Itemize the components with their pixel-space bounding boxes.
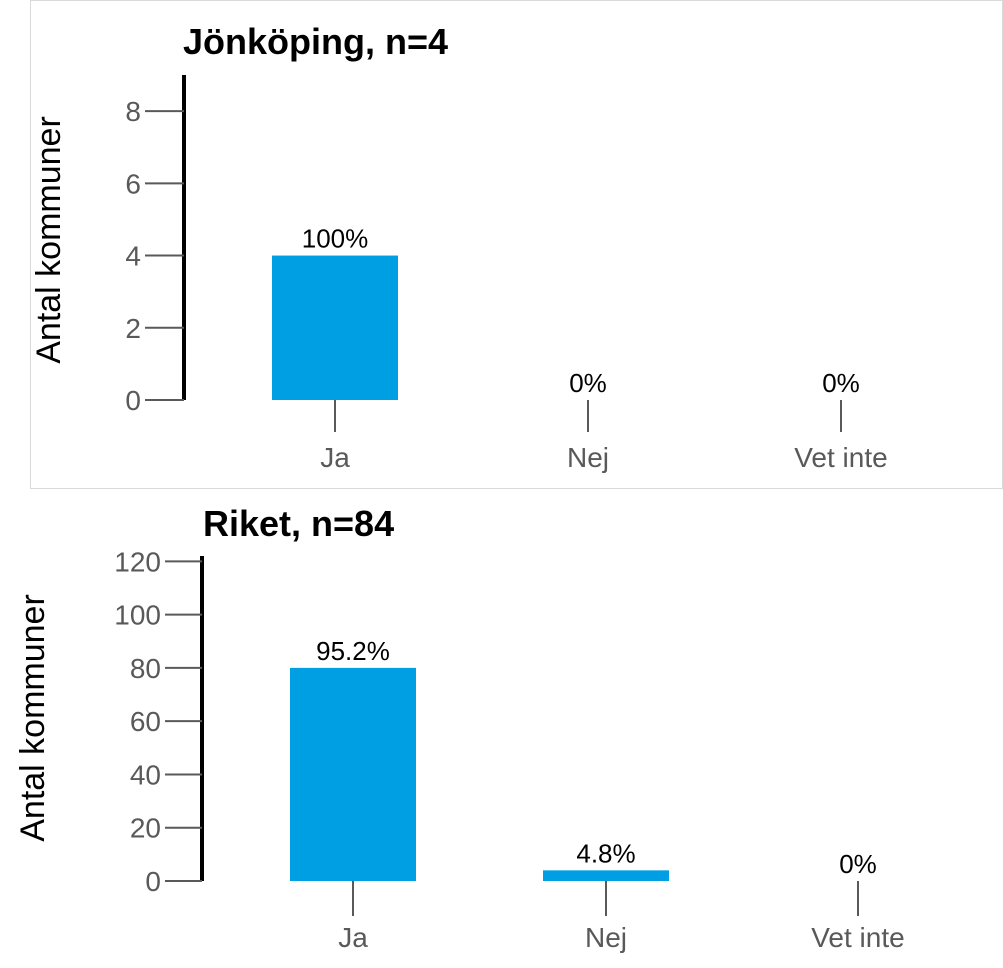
data-label: 0% [822, 368, 860, 398]
y-tick-label: 0 [145, 866, 161, 897]
bar [543, 870, 669, 881]
y-tick-label: 0 [125, 385, 141, 416]
y-tick-label: 2 [125, 313, 141, 344]
data-label: 0% [569, 368, 607, 398]
x-tick-label: Ja [338, 922, 368, 953]
data-label: 0% [839, 849, 877, 879]
panel-border [30, 0, 1003, 489]
x-tick-label: Vet inte [811, 922, 904, 953]
data-label: 95.2% [316, 636, 390, 666]
y-tick-label: 120 [114, 546, 161, 577]
x-tick-label: Vet inte [794, 442, 887, 473]
y-axis-label: Antal kommuner [30, 116, 68, 364]
y-tick-label: 100 [114, 600, 161, 631]
chart-panel-jonkoping: Jönköping, n=4 Antal kommuner 0 2 4 6 8 100% J… [30, 0, 1003, 489]
y-tick-label: 40 [130, 759, 161, 790]
chart-panel-riket: Riket, n=84 Antal kommuner 0 20 40 60 80 100 1… [14, 503, 905, 953]
y-tick-label: 20 [130, 813, 161, 844]
x-tick-label: Ja [320, 442, 350, 473]
x-tick-label: Nej [585, 922, 627, 953]
chart-marks: 0 20 40 60 80 100 120 95.2% Ja 4.8% Nej 0% Vet inte [114, 546, 904, 953]
x-tick-label: Nej [567, 442, 609, 473]
y-tick-label: 6 [125, 168, 141, 199]
bar [290, 667, 416, 881]
data-label: 100% [302, 224, 369, 254]
chart-title: Jönköping, n=4 [183, 21, 448, 62]
y-axis-label: Antal kommuner [14, 594, 52, 842]
data-label: 4.8% [576, 838, 635, 868]
chart-marks: 0 2 4 6 8 100% Ja 0% Nej 0% Vet inte [125, 75, 888, 473]
chart-title: Riket, n=84 [203, 503, 394, 544]
y-tick-label: 8 [125, 96, 141, 127]
y-tick-label: 4 [125, 241, 141, 272]
y-tick-label: 80 [130, 653, 161, 684]
y-tick-label: 60 [130, 706, 161, 737]
bar [272, 255, 398, 400]
